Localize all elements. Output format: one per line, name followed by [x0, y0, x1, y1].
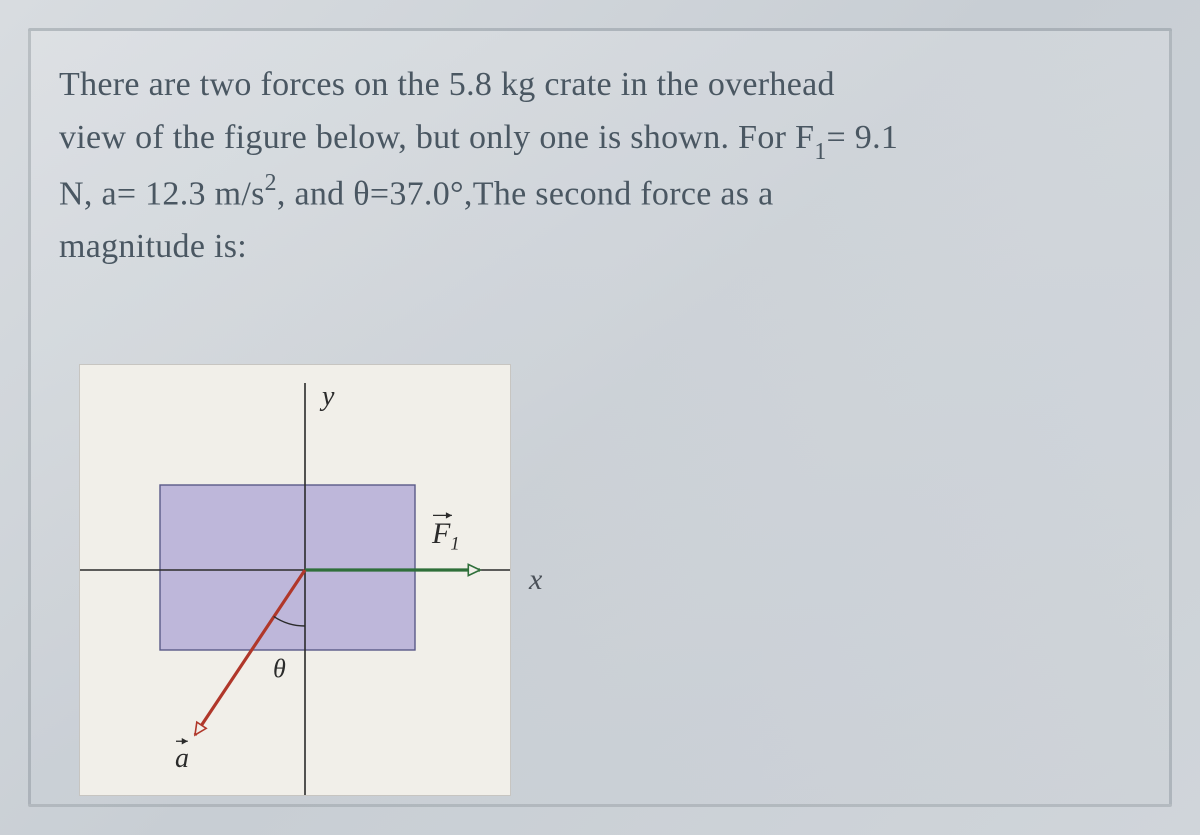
svg-text:F1: F1 — [431, 517, 460, 555]
q-line1a: There are two forces on the — [59, 66, 449, 103]
q-mass: 5.8 kg — [449, 66, 536, 103]
question-frame: There are two forces on the 5.8 kg crate… — [28, 28, 1172, 807]
q-theta-val: 37.0° — [389, 176, 464, 213]
q-line1b: crate in the overhead — [536, 66, 835, 103]
q-line2b: = — [827, 119, 855, 156]
svg-text:y: y — [319, 381, 335, 412]
q-line3c: ,The second force as a — [464, 176, 774, 213]
q-f1-val: 9.1 — [855, 119, 898, 156]
q-f1-sub: 1 — [814, 139, 826, 165]
physics-diagram: y F1 a θ — [80, 365, 510, 795]
question-text: There are two forces on the 5.8 kg crate… — [59, 59, 1141, 274]
figure-wrap: y F1 a θ x — [79, 364, 542, 796]
q-line3b: , and θ= — [277, 176, 389, 213]
q-line4: magnitude is: — [59, 228, 247, 265]
q-line2a: view of the figure below, but only one i… — [59, 119, 814, 156]
q-line3a: N, a= — [59, 176, 145, 213]
svg-text:θ: θ — [273, 654, 286, 683]
svg-text:a: a — [175, 743, 189, 774]
q-a-val: 12.3 m/s — [145, 176, 265, 213]
q-a-sup: 2 — [265, 170, 277, 196]
x-axis-label: x — [529, 563, 542, 597]
figure-box: y F1 a θ — [79, 364, 511, 796]
